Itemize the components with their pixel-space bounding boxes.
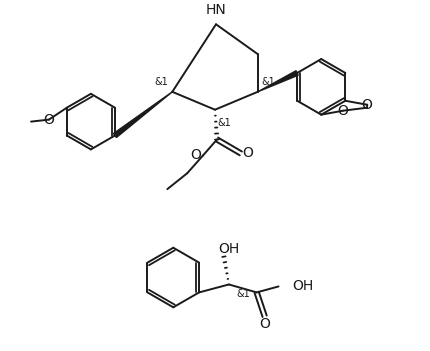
Text: O: O (243, 146, 253, 160)
Text: HN: HN (206, 4, 226, 17)
Text: &1: &1 (237, 290, 251, 299)
Text: O: O (338, 104, 349, 118)
Text: &1: &1 (217, 118, 231, 128)
Text: &1: &1 (154, 77, 168, 87)
Polygon shape (258, 71, 298, 92)
Text: OH: OH (218, 242, 240, 256)
Text: OH: OH (292, 279, 314, 293)
Text: &1: &1 (262, 77, 276, 87)
Text: O: O (190, 148, 202, 163)
Text: O: O (362, 98, 373, 112)
Polygon shape (114, 92, 172, 138)
Text: O: O (259, 317, 270, 331)
Text: O: O (43, 113, 54, 127)
